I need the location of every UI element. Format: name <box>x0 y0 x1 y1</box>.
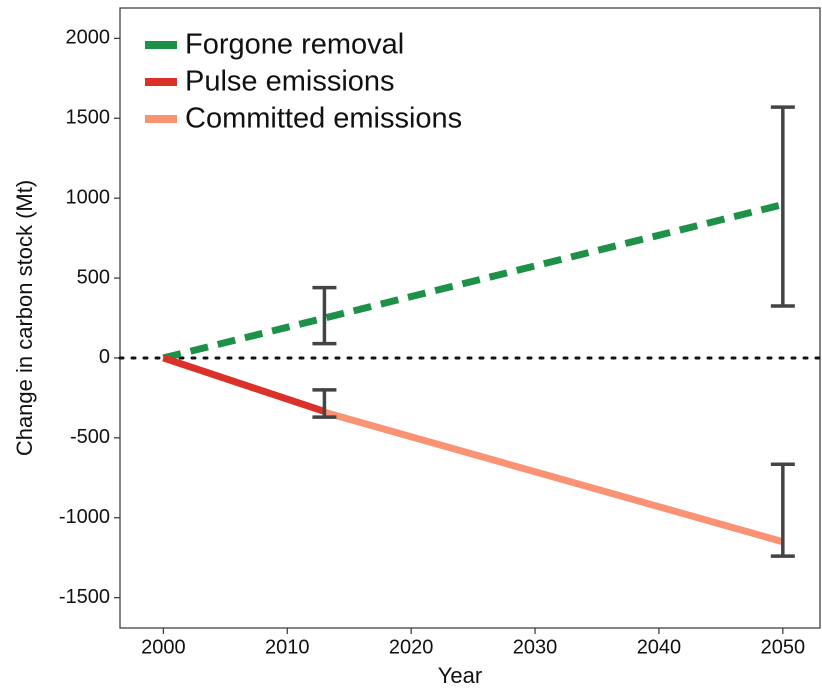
y-tick-label: -1000 <box>59 506 110 528</box>
y-tick-label: 1500 <box>66 107 111 129</box>
y-tick-label: 2000 <box>66 27 111 49</box>
x-tick-label: 2030 <box>513 636 558 658</box>
x-tick-label: 2040 <box>637 636 682 658</box>
x-axis-label: Year <box>438 663 482 688</box>
series-line <box>162 354 326 415</box>
y-tick-label: -500 <box>70 426 110 448</box>
series-line <box>323 408 784 546</box>
error-bar <box>312 285 337 346</box>
y-axis-label: Change in carbon stock (Mt) <box>12 180 37 456</box>
error-bar <box>770 462 795 558</box>
y-tick-label: 1000 <box>66 186 111 208</box>
x-tick-label: 2000 <box>141 636 186 658</box>
x-tick-label: 2010 <box>265 636 310 658</box>
legend-label: Forgone removal <box>185 29 404 61</box>
legend-label: Committed emissions <box>185 103 462 135</box>
x-tick-label: 2050 <box>761 636 806 658</box>
plot-frame <box>119 7 821 629</box>
x-tick-label: 2020 <box>389 636 434 658</box>
legend-label: Pulse emissions <box>185 66 395 98</box>
series-line <box>162 201 784 362</box>
y-tick-label: 500 <box>77 266 110 288</box>
y-tick-label: -1500 <box>59 586 110 608</box>
error-bar <box>312 388 337 419</box>
y-tick-label: 0 <box>99 346 110 368</box>
error-bar <box>770 105 795 308</box>
